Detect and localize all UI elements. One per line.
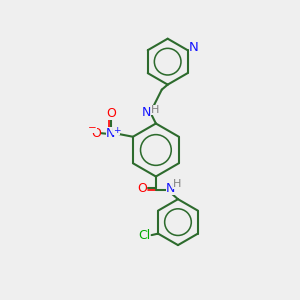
Text: N: N	[166, 182, 175, 195]
Text: N: N	[189, 41, 199, 54]
Text: O: O	[137, 182, 147, 195]
Text: H: H	[151, 105, 159, 115]
Text: N: N	[106, 127, 116, 140]
Text: N: N	[142, 106, 151, 119]
Text: O: O	[106, 107, 116, 120]
Text: Cl: Cl	[138, 229, 150, 242]
Text: +: +	[113, 126, 121, 135]
Text: −: −	[88, 123, 97, 133]
Text: O: O	[91, 127, 101, 140]
Text: H: H	[173, 179, 181, 190]
